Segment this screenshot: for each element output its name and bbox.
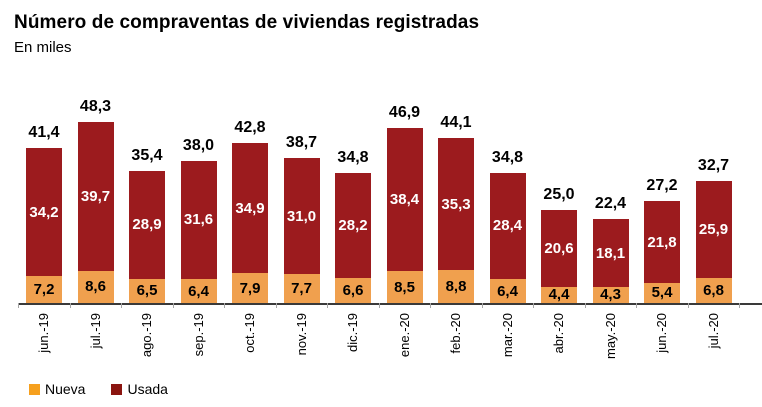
bar-group: 34,9 7,9 42,8 oct.-19 [232,88,268,353]
bar-group: 28,9 6,5 35,4 ago.-19 [129,88,165,357]
legend-label: Usada [127,381,168,397]
bar-group: 18,1 4,3 22,4 may.-20 [592,88,629,359]
total-label: 41,4 [28,124,60,142]
bar-segment-nueva: 5,4 [644,282,680,303]
bar-segment-usada: 18,1 [592,219,629,287]
axis-tick [481,303,483,308]
bar-group: 38,4 8,5 46,9 ene.-20 [386,88,423,357]
bar-group: 20,6 4,4 25,0 abr.-20 [541,88,577,353]
bar-segment-usada: 28,9 [129,170,165,279]
axis-tick [636,303,637,308]
legend: Nueva Usada [29,381,168,397]
bar-segment-nueva: 4,3 [592,286,629,303]
x-axis-label: oct.-19 [242,313,257,353]
axis-tick [430,303,431,308]
legend-item: Nueva [29,381,85,397]
axis-tick [275,303,277,308]
bar-group: 31,6 6,4 38,0 sep.-19 [180,88,217,356]
bar-group: 28,4 6,4 34,8 mar.-20 [489,88,526,357]
bar-group: 28,2 6,6 34,8 dic.-19 [335,88,371,352]
chart-title: Número de compraventas de viviendas regi… [14,12,480,33]
bar-segment-usada: 28,4 [489,172,526,280]
x-axis-label: sep.-19 [190,313,206,357]
bar-segment-usada: 31,0 [283,158,320,275]
bar-segment-usada: 31,6 [180,160,217,280]
total-label: 32,7 [697,156,730,174]
bar-segment-usada: 20,6 [541,209,577,287]
bar-segment-nueva: 6,6 [335,278,371,303]
bar-segment-usada: 34,9 [232,142,268,274]
bar-segment-nueva: 6,5 [129,278,165,303]
bar-group: 25,9 6,8 32,7 jul.-20 [695,88,732,348]
bar-segment-nueva: 8,8 [438,270,474,303]
x-axis-label: abr.-20 [551,313,566,354]
total-label: 46,9 [388,103,421,121]
total-label: 27,2 [646,177,678,195]
x-axis-label: mar.-20 [499,313,515,358]
axis-tick [378,303,380,308]
x-axis-label: ene.-20 [396,313,412,358]
x-axis-label: feb.-20 [448,313,463,354]
x-axis-label: may.-20 [602,313,618,359]
bar-group: 34,2 7,2 41,4 jun.-19 [26,88,62,353]
bar-group: 39,7 8,6 48,3 jul.-19 [77,88,114,348]
axis-tick [739,303,740,308]
bar-segment-nueva: 7,7 [283,274,320,303]
axis-tick [224,303,225,308]
x-axis-label: jul.-19 [87,313,103,349]
legend-swatch-icon [111,383,123,395]
bar-segment-nueva: 6,4 [489,279,526,303]
x-axis-label: nov.-19 [293,313,309,356]
bar-segment-usada: 39,7 [77,122,114,271]
bar-group: 21,8 5,4 27,2 jun.-20 [644,88,680,353]
bar-segment-usada: 38,4 [386,127,423,272]
bar-segment-usada: 21,8 [644,201,680,283]
bar-segment-nueva: 8,5 [386,271,423,303]
axis-tick [687,303,689,308]
axis-tick [69,303,71,308]
bar-segment-usada: 35,3 [438,138,474,271]
total-label: 38,7 [285,134,318,152]
x-axis-label: jun.-19 [36,313,51,353]
chart-subtitle: En miles [14,39,72,56]
bar-segment-usada: 34,2 [26,148,62,277]
axis-tick [18,303,19,308]
x-axis-label: jun.-20 [654,313,669,353]
bar-segment-nueva: 6,8 [695,277,732,303]
bar-segment-nueva: 6,4 [180,279,217,303]
bar-segment-nueva: 7,2 [26,276,62,303]
bar-group: 35,3 8,8 44,1 feb.-20 [438,88,474,353]
total-label: 44,1 [440,114,472,132]
x-axis-label: dic.-19 [345,313,360,353]
bar-segment-usada: 28,2 [335,172,371,279]
axis-tick [584,303,586,308]
bar-segment-nueva: 8,6 [77,270,114,303]
total-label: 35,4 [131,146,163,164]
axis-tick [533,303,534,308]
plot-area: 34,2 7,2 41,4 jun.-19 39,7 8,6 48,3 jul.-19 28,9… [18,88,762,359]
total-label: 48,3 [79,98,112,116]
total-label: 38,0 [182,136,215,154]
bar-segment-usada: 25,9 [695,180,732,278]
axis-tick [172,303,174,308]
bar-group: 31,0 7,7 38,7 nov.-19 [283,88,320,355]
total-label: 22,4 [594,195,627,213]
total-label: 25,0 [543,185,575,203]
legend-swatch-icon [29,383,40,395]
legend-label: Nueva [45,381,86,397]
bar-segment-nueva: 4,4 [541,286,577,303]
total-label: 34,8 [337,148,369,166]
x-axis-label: jul.-20 [705,313,721,349]
axis-tick [121,303,122,308]
axis-tick [327,303,328,308]
bar-segment-nueva: 7,9 [232,273,268,303]
total-label: 34,8 [491,148,524,166]
total-label: 42,8 [234,118,266,136]
x-axis-label: ago.-19 [139,313,154,358]
legend-item: Usada [111,381,168,397]
